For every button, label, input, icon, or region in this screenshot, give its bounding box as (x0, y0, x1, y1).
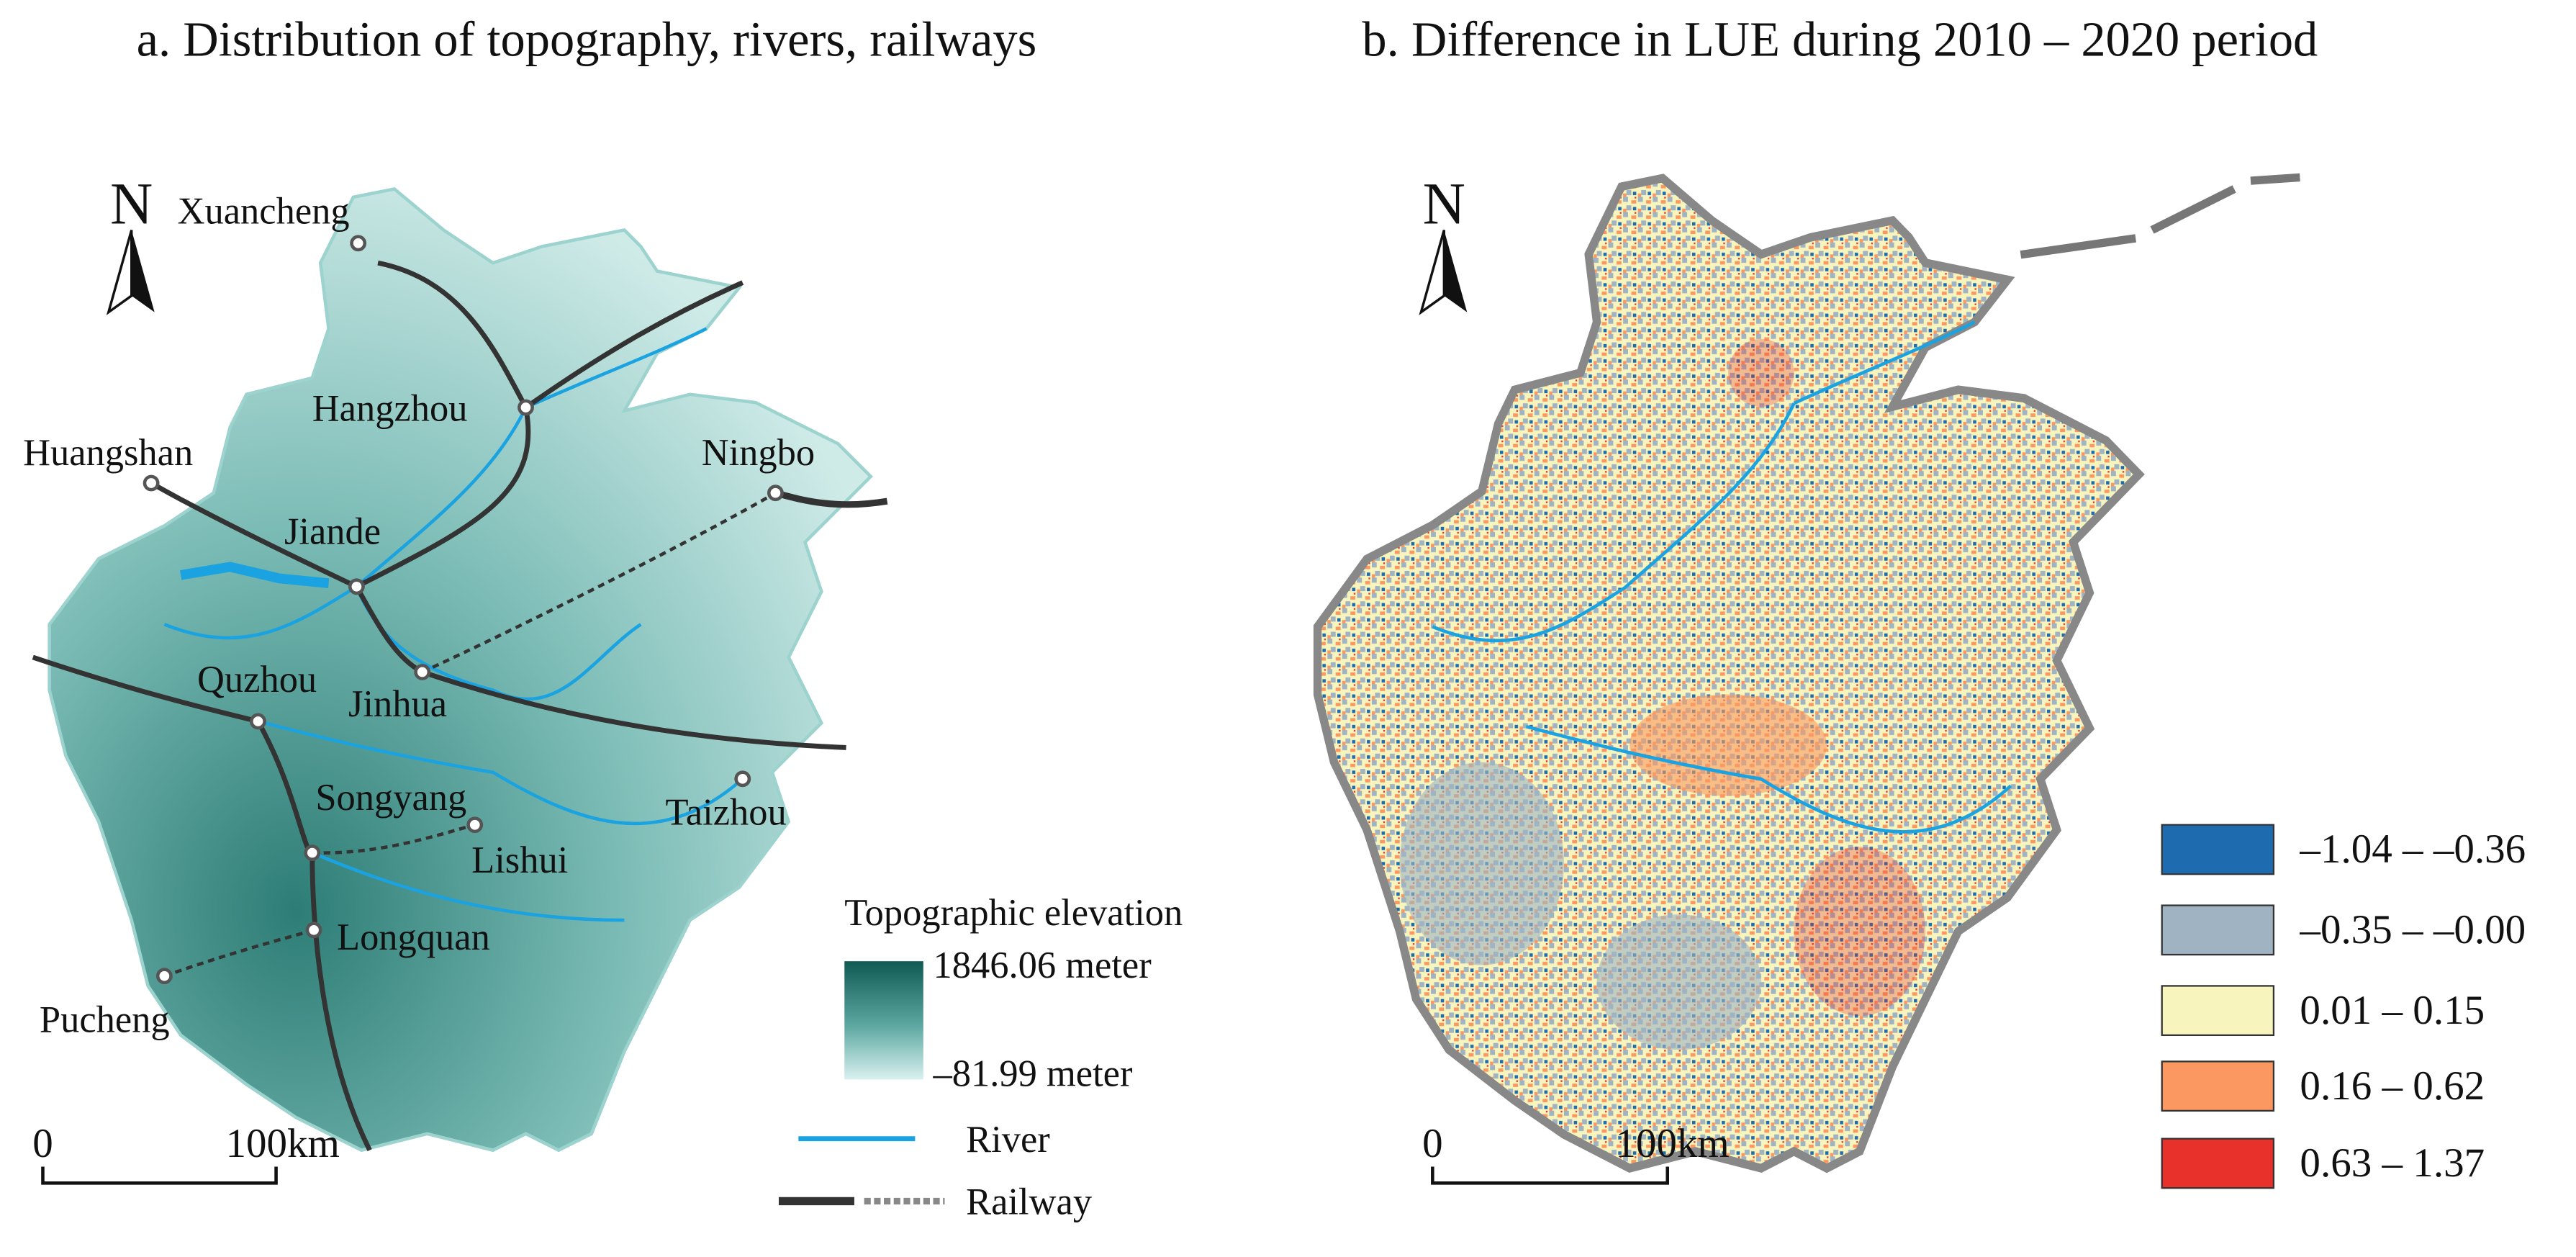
city-label: Taizhou (665, 792, 786, 834)
legend-swatch (2161, 904, 2275, 956)
city-label: Hangzhou (312, 387, 468, 429)
scale-start: 0 (1422, 1121, 1443, 1166)
legend-item: 0.01 – 0.15 (2161, 985, 2485, 1037)
legend-swatch (2161, 1137, 2275, 1189)
elevation-ramp (844, 961, 923, 1080)
lue-rivers (1432, 320, 2012, 834)
legend-swatch (2161, 824, 2275, 875)
north-arrow (107, 228, 156, 314)
city-label: Quzhou (197, 659, 317, 700)
legend-river: River (966, 1119, 1050, 1161)
north-label: N (1423, 171, 1465, 236)
topography-map (50, 189, 871, 1150)
legend-swatch (2161, 1060, 2275, 1112)
city-label: Lishui (471, 839, 568, 881)
legend-max: 1846.06 meter (934, 945, 1152, 986)
legend-item: 0.16 – 0.62 (2161, 1060, 2485, 1112)
legend-label: 0.16 – 0.62 (2300, 1063, 2485, 1109)
elevation-legend: Topographic elevation 1846.06 meter –81.… (778, 892, 1183, 1223)
lue-map (1318, 179, 2139, 1168)
legend-label: –0.35 – –0.00 (2299, 907, 2526, 952)
north-arrow (1419, 228, 1468, 314)
city-label: Huangshan (23, 432, 193, 474)
legend-item: 0.63 – 1.37 (2161, 1137, 2485, 1189)
legend-swatch (2161, 985, 2275, 1037)
lue-legend: –1.04 – –0.36 –0.35 – –0.00 0.01 – 0.15 … (2161, 824, 2526, 1189)
city-label: Jinhua (348, 683, 447, 725)
panel-b: b. Difference in LUE during 2010 – 2020 … (1318, 12, 2526, 1189)
lue-clusters (1399, 338, 1926, 1050)
legend-railway: Railway (966, 1181, 1093, 1223)
legend-label: –1.04 – –0.36 (2299, 826, 2526, 872)
city-label: Pucheng (40, 999, 170, 1040)
legend-item: –1.04 – –0.36 (2161, 824, 2526, 875)
legend-title: Topographic elevation (844, 892, 1183, 934)
north-label: N (110, 171, 153, 236)
scale-end: 100km (225, 1121, 339, 1166)
city-labels: Xuancheng Hangzhou Huangshan Ningbo Jian… (23, 190, 815, 1040)
scale-start: 0 (32, 1121, 53, 1166)
border-line (2020, 173, 2300, 259)
legend-min: –81.99 meter (933, 1053, 1133, 1095)
scale-bar: 0 100km (1422, 1121, 1730, 1185)
city-label: Xuancheng (178, 190, 350, 232)
scale-bar: 0 100km (32, 1121, 340, 1185)
scale-end: 100km (1615, 1121, 1729, 1166)
city-points (143, 235, 784, 985)
panel-a: a. Distribution of topography, rivers, r… (23, 12, 1183, 1223)
legend-label: 0.63 – 1.37 (2300, 1140, 2485, 1186)
legend-item: –0.35 – –0.00 (2161, 904, 2526, 956)
city-label: Songyang (315, 777, 466, 819)
city-label: Longquan (337, 916, 490, 958)
city-label: Jiande (284, 510, 381, 552)
panel-title: a. Distribution of topography, rivers, r… (137, 12, 1037, 67)
railways (32, 260, 888, 1152)
city-label: Ningbo (702, 432, 815, 474)
legend-label: 0.01 – 0.15 (2300, 988, 2485, 1033)
panel-title: b. Difference in LUE during 2010 – 2020 … (1362, 12, 2318, 67)
